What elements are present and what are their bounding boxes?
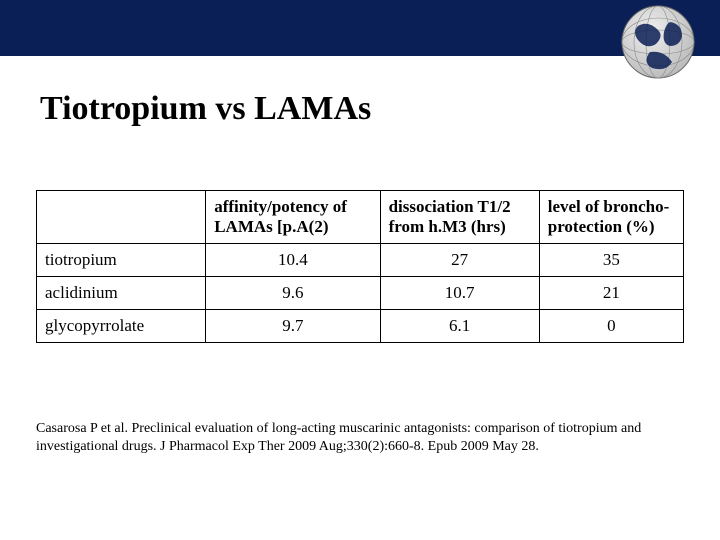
row-label: aclidinium [37,277,206,310]
lama-table: affinity/potency of LAMAs [p.A(2) dissoc… [36,190,684,343]
cell-affinity: 10.4 [206,244,380,277]
col-header-protection: level of broncho-protection (%) [539,191,683,244]
cell-affinity: 9.7 [206,310,380,343]
col-header-affinity: affinity/potency of LAMAs [p.A(2) [206,191,380,244]
row-label: glycopyrrolate [37,310,206,343]
table-row: glycopyrrolate 9.7 6.1 0 [37,310,684,343]
citation-text: Casarosa P et al. Preclinical evaluation… [36,420,676,455]
cell-protection: 0 [539,310,683,343]
table-header-blank [37,191,206,244]
col-header-dissociation: dissociation T1/2 from h.M3 (hrs) [380,191,539,244]
table-row: tiotropium 10.4 27 35 [37,244,684,277]
row-label: tiotropium [37,244,206,277]
table-row: aclidinium 9.6 10.7 21 [37,277,684,310]
cell-protection: 35 [539,244,683,277]
cell-dissociation: 6.1 [380,310,539,343]
cell-dissociation: 27 [380,244,539,277]
slide: Tiotropium vs LAMAs affinity/potency of … [0,0,720,540]
table-header-row: affinity/potency of LAMAs [p.A(2) dissoc… [37,191,684,244]
globe-icon [580,4,710,84]
cell-dissociation: 10.7 [380,277,539,310]
cell-protection: 21 [539,277,683,310]
slide-title: Tiotropium vs LAMAs [40,90,371,128]
cell-affinity: 9.6 [206,277,380,310]
